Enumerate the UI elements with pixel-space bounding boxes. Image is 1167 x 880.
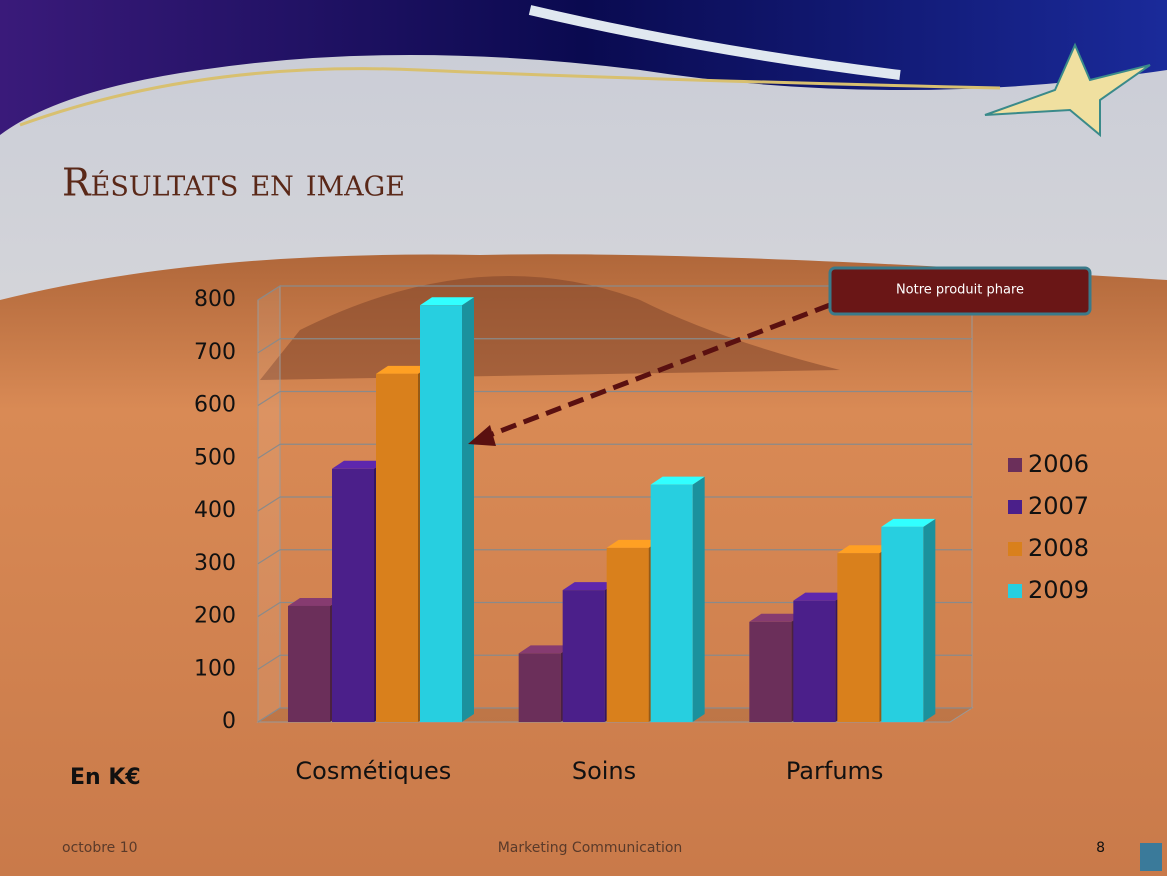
bar: [563, 590, 605, 722]
bar: [519, 653, 561, 722]
legend-label: 2006: [1028, 450, 1089, 478]
footer-center: Marketing Communication: [498, 840, 683, 856]
y-tick-label: 800: [194, 287, 236, 312]
bar-side: [462, 297, 474, 722]
bar: [288, 606, 330, 722]
y-tick-label: 300: [194, 551, 236, 576]
slide: Résultats en image En K€ octobre 10 Mark…: [0, 0, 1167, 876]
bar-side: [693, 477, 705, 722]
bar: [837, 553, 879, 722]
legend-swatch: [1008, 584, 1022, 598]
legend-swatch: [1008, 500, 1022, 514]
x-tick-label: Soins: [572, 757, 636, 785]
bar: [376, 374, 418, 722]
legend-swatch: [1008, 458, 1022, 472]
bar: [881, 527, 923, 722]
footer-date: octobre 10: [62, 840, 138, 856]
annotation-text: Notre produit phare: [896, 283, 1024, 298]
bar: [332, 469, 374, 722]
y-tick-label: 500: [194, 445, 236, 470]
y-tick-label: 700: [194, 340, 236, 365]
nav-icon[interactable]: [1140, 843, 1162, 871]
legend-label: 2007: [1028, 492, 1089, 520]
y-tick-label: 600: [194, 393, 236, 418]
bar: [607, 548, 649, 722]
x-tick-label: Parfums: [786, 757, 884, 785]
bar: [793, 601, 835, 722]
bar: [749, 622, 791, 722]
y-tick-label: 400: [194, 498, 236, 523]
bar: [651, 485, 693, 722]
legend-label: 2008: [1028, 534, 1089, 562]
slide-title: Résultats en image: [62, 161, 405, 205]
bar: [420, 305, 462, 722]
bar-side: [923, 519, 935, 722]
legend-swatch: [1008, 542, 1022, 556]
legend-label: 2009: [1028, 576, 1089, 604]
footer-page: 8: [1096, 840, 1105, 856]
y-axis-label: En K€: [70, 765, 141, 790]
y-tick-label: 100: [194, 656, 236, 681]
y-tick-label: 200: [194, 604, 236, 629]
x-tick-label: Cosmétiques: [295, 757, 451, 785]
y-tick-label: 0: [222, 709, 236, 734]
